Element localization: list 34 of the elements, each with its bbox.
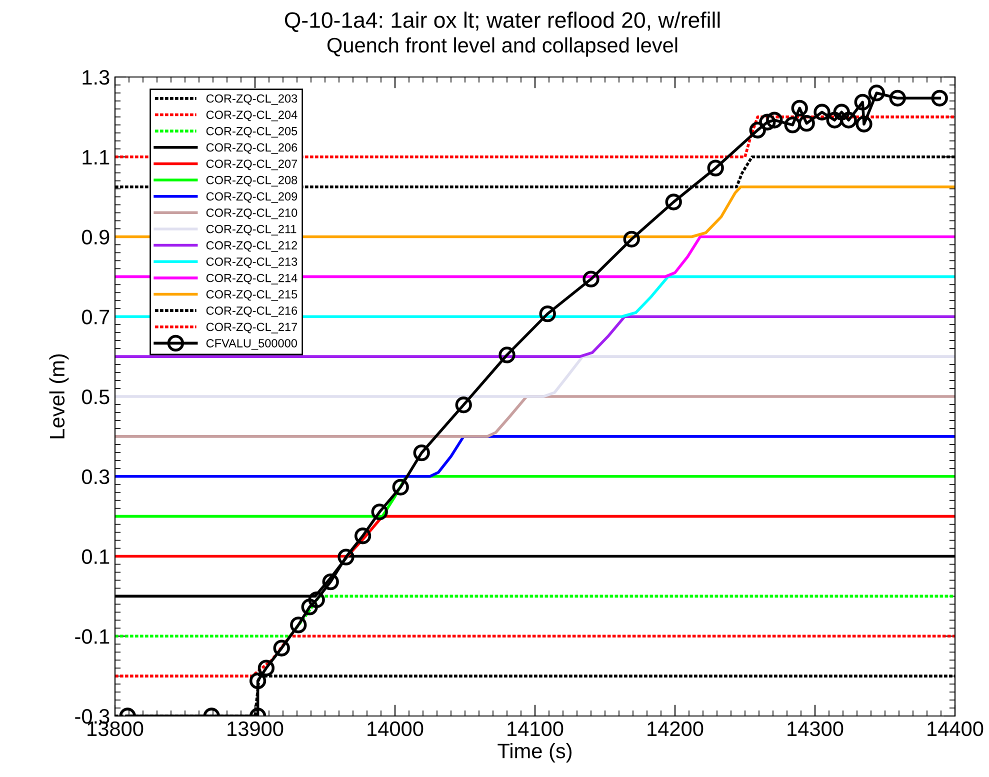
y-tick-label: 0.9 <box>82 230 110 245</box>
legend-label: COR-ZQ-CL_210 <box>206 208 298 220</box>
y-tick-label: 0.3 <box>82 469 110 484</box>
legend-label: COR-ZQ-CL_212 <box>206 241 298 252</box>
x-tick-label: 14200 <box>648 721 704 736</box>
y-tick-label: 0.5 <box>82 390 110 404</box>
y-tick-label: 1.1 <box>82 150 110 164</box>
y-tick-label: 1.3 <box>82 70 110 85</box>
legend-label: COR-ZQ-CL_213 <box>206 258 298 268</box>
legend-label: COR-ZQ-CL_205 <box>206 126 298 138</box>
x-axis-title: Time (s) <box>498 743 572 762</box>
x-tick-label: 14300 <box>788 721 844 736</box>
legend-label: COR-ZQ-CL_214 <box>206 274 298 284</box>
x-tick-label: 13900 <box>228 721 284 736</box>
legend-label: COR-ZQ-CL_209 <box>206 192 298 203</box>
x-tick-label: 14000 <box>368 721 424 736</box>
y-tick-label: 0.7 <box>82 310 110 324</box>
legend-label: CFVALU_500000 <box>206 339 297 350</box>
legend-label: COR-ZQ-CL_215 <box>206 290 298 301</box>
legend-label: COR-ZQ-CL_211 <box>206 224 296 236</box>
legend-label: COR-ZQ-CL_203 <box>206 94 298 105</box>
x-tick-label: 14400 <box>928 721 984 736</box>
legend-label: COR-ZQ-CL_208 <box>206 176 298 187</box>
y-axis-title: Level (m) <box>49 354 69 438</box>
chart-title: Q-10-1a4: 1air ox lt; water reflood 20, w/refill <box>284 12 720 32</box>
x-tick-label: 14100 <box>508 721 564 736</box>
legend-label: COR-ZQ-CL_207 <box>206 160 298 170</box>
y-tick-label: 0.1 <box>82 549 110 564</box>
legend-label: COR-ZQ-CL_204 <box>206 110 298 122</box>
legend-label: COR-ZQ-CL_206 <box>206 143 298 154</box>
chart-subtitle: Quench front level and collapsed level <box>327 37 678 57</box>
legend-label: COR-ZQ-CL_216 <box>206 306 298 318</box>
y-tick-label: -0.1 <box>75 629 110 644</box>
legend-label: COR-ZQ-CL_217 <box>206 322 298 334</box>
